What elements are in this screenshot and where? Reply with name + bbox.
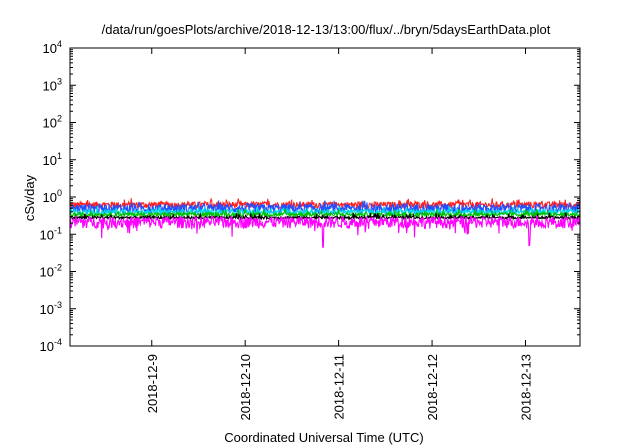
x-tick-label: 2018-12-9 bbox=[145, 354, 160, 413]
axes-layer: 10-4 10-3 10-2 10-1 100 101 102 103 104 2018-12-9… bbox=[40, 39, 581, 421]
y-tick-label: 102 bbox=[43, 114, 62, 131]
y-tick-label: 101 bbox=[43, 151, 62, 168]
y-axis-label: cSv/day bbox=[22, 174, 37, 221]
series-layer bbox=[69, 197, 581, 248]
y-tick-label: 10-2 bbox=[40, 263, 62, 280]
x-tick-label: 2018-12-12 bbox=[425, 354, 440, 421]
series-line-6 bbox=[69, 214, 581, 248]
y-tick-label: 104 bbox=[43, 39, 62, 56]
plot-frame bbox=[69, 47, 581, 347]
chart-title: /data/run/goesPlots/archive/2018-12-13/1… bbox=[102, 22, 551, 37]
x-axis-label: Coordinated Universal Time (UTC) bbox=[224, 430, 423, 445]
x-tick-label: 2018-12-10 bbox=[238, 354, 253, 421]
y-tick-label: 10-4 bbox=[40, 337, 62, 354]
x-tick-label: 2018-12-11 bbox=[332, 354, 347, 420]
y-tick-label: 103 bbox=[43, 76, 62, 93]
y-tick-label: 10-1 bbox=[40, 225, 62, 242]
x-tick-label: 2018-12-13 bbox=[518, 354, 533, 421]
y-tick-label: 100 bbox=[43, 188, 62, 205]
series-line-4 bbox=[69, 208, 581, 219]
y-tick-label: 10-3 bbox=[40, 300, 62, 317]
